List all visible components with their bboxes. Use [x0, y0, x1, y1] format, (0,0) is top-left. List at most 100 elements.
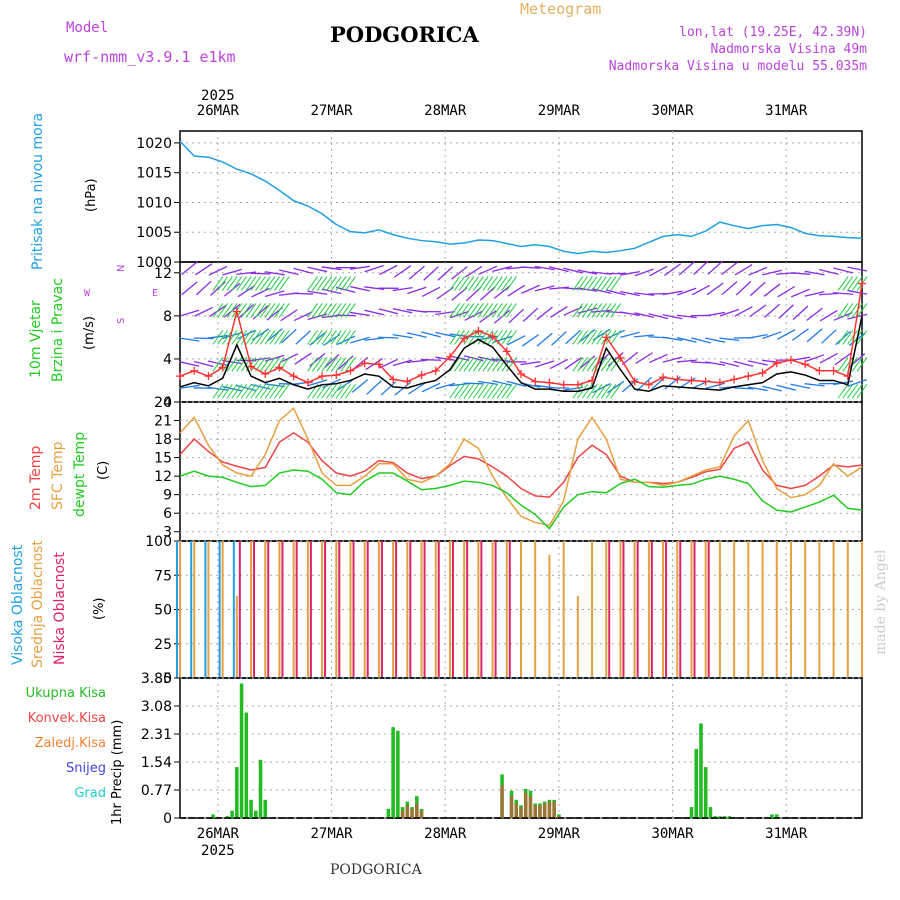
- precip-bar: [509, 796, 514, 818]
- wind-arrow: [721, 261, 738, 276]
- wind-arrow-green: [264, 276, 276, 291]
- wind-arrow-green: [581, 357, 593, 372]
- wind-arrow-green: [477, 330, 489, 345]
- precip-bar: [391, 727, 395, 818]
- wind-arrow-green: [449, 303, 461, 318]
- wind-arrow-green: [240, 383, 252, 399]
- wind-arrow-green: [245, 383, 257, 399]
- wind-arrow: [293, 311, 313, 322]
- precip-bar: [708, 807, 713, 818]
- wind-arrow-green: [259, 303, 271, 318]
- gust-point: [502, 347, 511, 356]
- wind-arrow-green: [506, 383, 517, 399]
- wind-arrow-green: [231, 330, 243, 345]
- wind-arrow-green: [226, 383, 238, 399]
- precip-grad-label: Grad: [74, 786, 106, 801]
- wind-arrow: [179, 361, 200, 367]
- wind-arrow-green: [856, 330, 868, 345]
- wind-arrow: [364, 309, 385, 316]
- wind-arrow: [294, 352, 312, 365]
- wind-arrow-green: [842, 357, 854, 372]
- wind-arrow: [420, 358, 442, 361]
- wind-arrow-green: [463, 303, 475, 318]
- wind-arrow: [706, 282, 724, 296]
- wind-arrow-green: [326, 276, 337, 291]
- wind-arrow-green: [217, 330, 229, 345]
- temp-dew-label: dewpt Temp: [72, 431, 88, 517]
- wind-arrow: [181, 281, 198, 296]
- gust-point: [247, 362, 256, 371]
- precipitation-ytick-label-4: 3.08: [141, 699, 172, 715]
- wind-arrow-green: [311, 330, 323, 345]
- wind-arrow: [833, 267, 853, 274]
- precip-bar: [538, 805, 542, 818]
- wind-arrow-green: [837, 357, 849, 372]
- wind-arrow: [194, 263, 213, 276]
- wind-arrow-green: [847, 276, 858, 291]
- wind-arrow-green: [269, 303, 281, 318]
- wind-arrow: [748, 266, 768, 276]
- wind-arrow-green: [482, 383, 494, 399]
- temperature-series-2: [179, 469, 863, 530]
- wind-ytick-label-0: 0: [163, 395, 172, 411]
- gust-point: [445, 352, 454, 361]
- wind-arrow: [648, 313, 669, 320]
- gust-point: [531, 377, 540, 386]
- cloud-low-label: Niska Oblacnost: [52, 552, 68, 665]
- gust-point: [701, 377, 710, 386]
- wind-arrow-green: [468, 330, 480, 345]
- wind-arrow: [705, 382, 726, 389]
- wind-arrow-green: [477, 303, 489, 318]
- wind-arrow-green: [245, 276, 257, 291]
- wind-arrow: [733, 387, 754, 390]
- gust-point: [417, 371, 426, 380]
- wind-arrow: [478, 265, 498, 275]
- wind-arrow-green: [605, 330, 617, 345]
- precip-unit: 1hr Precip (mm): [110, 719, 125, 825]
- wind-arrow-green: [307, 303, 319, 318]
- precip-bar: [230, 810, 234, 818]
- gust-point: [673, 375, 682, 384]
- wind-arrow: [747, 360, 768, 366]
- wind-arrow-green: [321, 276, 333, 291]
- precip-bar: [386, 808, 391, 818]
- wind-arrow: [790, 288, 810, 298]
- wind-arrow-green: [326, 330, 337, 345]
- wind-arrow-green: [340, 383, 352, 399]
- wind-ytick-label-3: 12: [154, 266, 172, 282]
- wind-arrow: [477, 356, 498, 362]
- wind-arrow-green: [264, 303, 276, 318]
- wind-arrow-green: [596, 303, 607, 318]
- pressure-ytick-label-1: 1005: [136, 225, 172, 241]
- wind-arrow-green: [330, 383, 342, 399]
- wind-arrow-green: [335, 383, 347, 399]
- wind-arrow-green: [842, 276, 854, 291]
- wind-arrow-green: [307, 330, 319, 345]
- wind-arrow: [379, 264, 398, 276]
- wind-arrow: [293, 292, 314, 295]
- wind-arrow-green: [842, 303, 854, 318]
- wind-arrow: [534, 265, 555, 271]
- wind-arrow: [804, 290, 825, 297]
- precip-bar: [514, 803, 519, 818]
- wind-arrow-green: [847, 330, 858, 345]
- wind-arrow-green: [482, 357, 494, 372]
- wind-arrow-green: [572, 276, 584, 291]
- wind-arrow-green: [226, 276, 238, 291]
- wind-arrow: [280, 309, 298, 322]
- wind-arrow-green: [581, 303, 593, 318]
- wind-arrow-green: [596, 383, 607, 399]
- wind-arrow: [818, 292, 839, 296]
- wind-arrow: [435, 382, 456, 390]
- gust-point: [744, 372, 753, 381]
- wind-arrow: [507, 335, 526, 346]
- precip-bar: [244, 712, 249, 818]
- wind-arrow-green: [269, 357, 281, 372]
- wind-arrow: [747, 334, 768, 339]
- wind-arrow-green: [274, 276, 285, 291]
- wind-arrow: [193, 337, 214, 340]
- clouds-ytick-label-2: 50: [154, 603, 172, 619]
- gust-point: [403, 377, 412, 386]
- wind-arrow-green: [278, 303, 290, 318]
- wind-arrow: [307, 290, 328, 295]
